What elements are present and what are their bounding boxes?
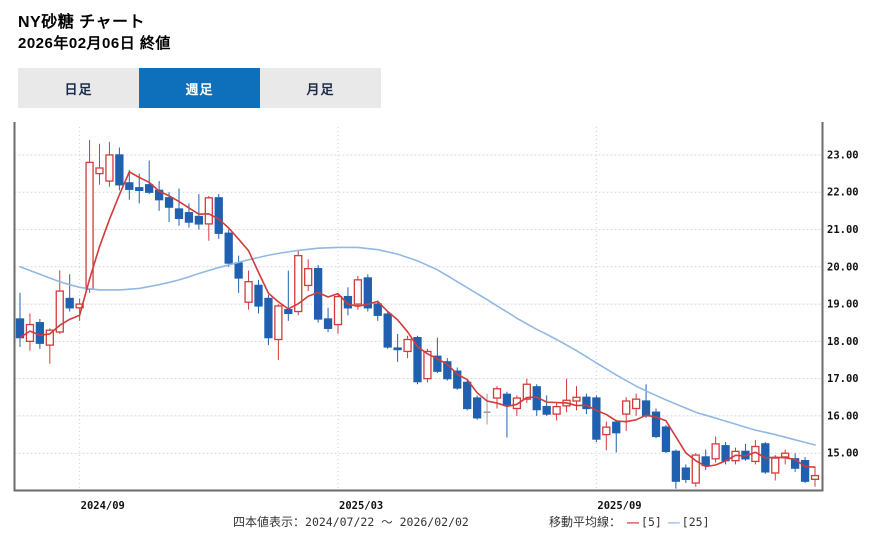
svg-text:2025/09: 2025/09 — [597, 500, 641, 512]
svg-text:2025/03: 2025/03 — [339, 500, 383, 512]
svg-text:16.00: 16.00 — [827, 410, 859, 422]
price-chart: 15.00 16.00 17.00 18.00 19.00 20.00 21.00 22.00… — [13, 122, 859, 512]
svg-text:21.00: 21.00 — [827, 224, 859, 236]
timeframe-tabs: 日足 週足 月足 — [18, 68, 381, 108]
ma5-dash-icon: ― — [627, 515, 640, 529]
tab-monthly[interactable]: 月足 — [260, 68, 381, 108]
ohlc-range-value: 2024/07/22 ～ 2026/02/02 — [305, 515, 469, 529]
svg-text:2024/09: 2024/09 — [81, 500, 125, 512]
svg-text:15.00: 15.00 — [827, 448, 859, 460]
ma25-dash-icon: ― — [667, 515, 680, 529]
ma-legend-label: 移動平均線： — [549, 515, 622, 529]
tab-daily[interactable]: 日足 — [18, 68, 139, 108]
svg-text:20.00: 20.00 — [827, 261, 859, 273]
ohlc-range-label: 四本値表示： — [233, 515, 306, 529]
page-title: NY砂糖 チャート — [18, 14, 146, 31]
svg-text:23.00: 23.00 — [827, 149, 859, 161]
ma5-label: [5] — [641, 515, 662, 529]
svg-text:18.00: 18.00 — [827, 336, 859, 348]
svg-text:19.00: 19.00 — [827, 299, 859, 311]
closing-date-label: 2026年02月06日 終値 — [18, 35, 171, 52]
chart-footer: 四本値表示：2024/07/22 ～ 2026/02/02 移動平均線： ― [5]… — [0, 513, 877, 535]
ma25-label: [25] — [681, 515, 710, 529]
svg-text:22.00: 22.00 — [827, 187, 859, 199]
svg-text:17.00: 17.00 — [827, 373, 859, 385]
tab-weekly[interactable]: 週足 — [139, 68, 260, 108]
